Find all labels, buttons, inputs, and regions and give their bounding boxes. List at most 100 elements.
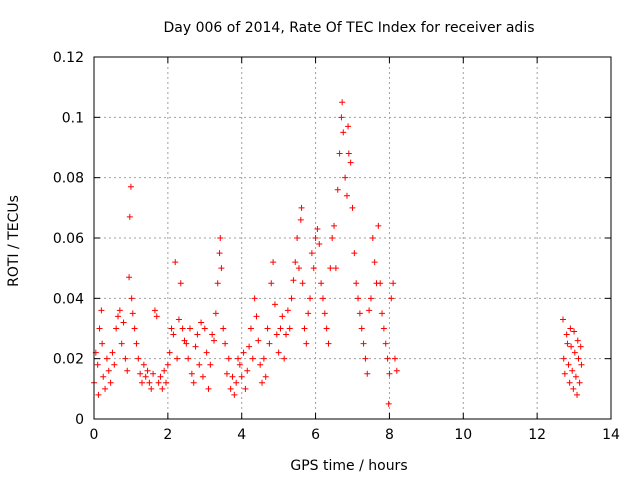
data-point [294,235,301,241]
data-point [288,295,295,302]
y-tick-label: 0.02 [53,352,84,368]
data-point [212,310,219,317]
data-point [295,265,302,272]
data-point [259,379,266,386]
data-point [190,379,197,386]
data-point [163,379,170,386]
data-point [286,325,293,332]
data-point [231,391,238,398]
data-point [298,204,305,211]
data-point [390,280,397,287]
data-point [572,373,579,380]
y-tick-label: 0.1 [62,110,84,126]
data-point [575,355,582,362]
data-point [574,337,581,344]
data-point [318,280,325,287]
data-point [570,385,577,392]
x-tick-label: 10 [454,427,472,443]
data-point [283,331,290,338]
data-point [305,310,312,317]
data-point [375,222,382,229]
data-point [126,274,133,281]
data-point [270,259,277,266]
data-point [218,265,225,272]
plot-frame [93,56,612,420]
x-tick-label: 4 [237,427,246,443]
y-tick-label: 0.06 [53,231,84,247]
data-point [166,349,173,356]
x-tick-label: 12 [528,427,546,443]
data-point [563,331,570,338]
axes [93,56,612,420]
data-point [235,355,242,362]
data-point [275,349,282,356]
y-tick-label: 0.12 [53,50,84,66]
data-point [118,340,125,347]
data-point [345,123,352,130]
data-point [223,370,230,377]
data-point [342,174,349,181]
data-point [139,379,146,386]
data-point [155,379,162,386]
data-point [144,367,151,374]
data-point [569,367,576,374]
data-point [129,310,136,317]
data-point [253,313,260,320]
data-point [292,259,299,266]
data-point [316,241,323,248]
data-point [127,183,134,190]
data-point [164,361,171,368]
x-axis-label: GPS time / hours [290,458,407,474]
data-point [571,328,578,335]
data-point [207,361,214,368]
data-point [336,150,343,157]
data-point [146,379,153,386]
data-point [559,316,566,323]
data-point [362,355,369,362]
data-point [565,361,572,368]
data-point [111,361,118,368]
data-point [209,331,216,338]
data-point [187,325,194,332]
data-point [199,373,206,380]
data-point [301,325,308,332]
data-point [236,361,243,368]
data-point [338,114,345,121]
data-point [366,307,373,314]
data-point [214,280,221,287]
data-point [222,340,229,347]
data-point [334,186,341,193]
data-point [216,250,223,257]
data-point [367,295,374,302]
axis-ticks: 0 2 4 6 8 10 12 14 0 0.02 0.04 0.06 0.08 0.1 0.12 [53,50,620,443]
data-point [246,343,253,350]
data-point [170,331,177,338]
data-point [185,355,192,362]
data-point [345,150,352,157]
data-point [128,295,135,302]
x-tick-label: 0 [90,427,99,443]
data-point [271,301,278,308]
data-point [312,235,319,241]
data-point [264,325,271,332]
data-point [561,370,568,377]
data-point [233,379,240,386]
grid-lines [94,57,611,419]
data-point [151,307,158,314]
data-point [211,337,218,344]
data-point [568,343,575,350]
data-point [94,361,101,368]
y-axis-label: ROTI / TECUs [6,195,22,287]
data-point [281,355,288,362]
data-point [279,313,286,320]
data-point [339,99,346,106]
y-tick-label: 0.08 [53,171,84,187]
data-point [109,349,116,356]
data-point [364,370,371,377]
data-point [360,340,367,347]
x-tick-label: 6 [311,427,320,443]
data-points [91,99,585,407]
y-tick-label: 0 [75,412,84,428]
data-point [179,325,186,332]
data-point [321,310,328,317]
